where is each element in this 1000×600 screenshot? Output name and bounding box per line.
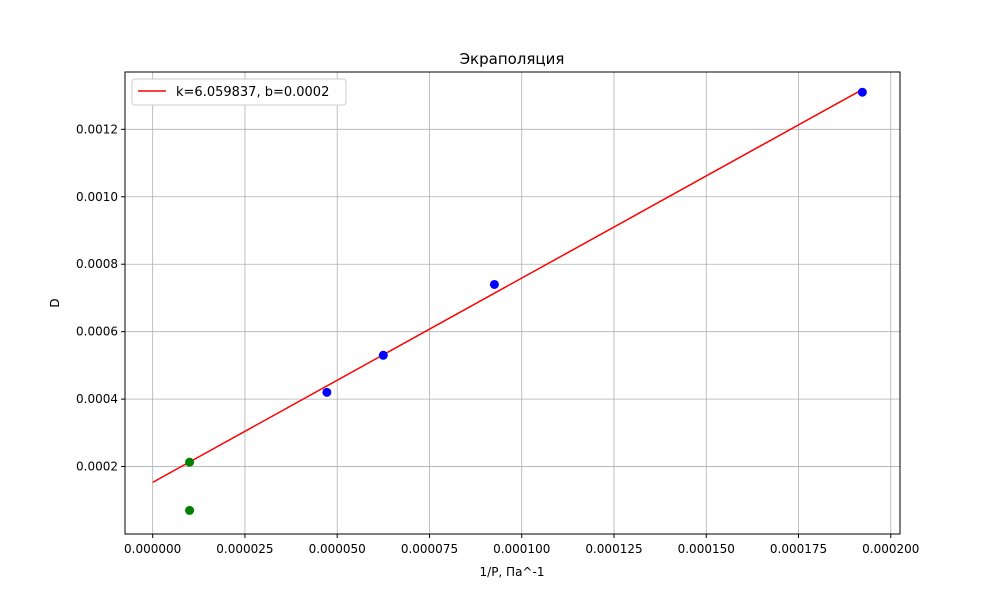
chart-title: Экраполяция	[460, 50, 565, 68]
y-axis-label: D	[48, 298, 62, 307]
x-tick-label: 0.000050	[309, 542, 366, 556]
legend-box	[131, 78, 347, 106]
y-tick-label: 0.0008	[76, 257, 118, 271]
series-layer	[152, 87, 867, 515]
x-tick-label: 0.000125	[585, 542, 642, 556]
y-tick-label: 0.0002	[76, 460, 118, 474]
x-tick-label: 0.000175	[770, 542, 827, 556]
x-axis-label: 1/P, Па^-1	[480, 565, 545, 579]
plot-area-frame	[124, 71, 901, 535]
x-tick-label: 0.000100	[493, 542, 550, 556]
data-point	[378, 350, 388, 360]
data-point	[322, 387, 332, 397]
x-tick-label: 0.000025	[216, 542, 273, 556]
grid	[125, 72, 900, 534]
data-point	[489, 279, 499, 289]
legend-label: k=6.059837, b=0.0002	[176, 85, 329, 100]
data-point	[185, 457, 195, 467]
y-tick-label: 0.0012	[76, 122, 118, 136]
y-axis-ticks: 0.0002 0.0004 0.0006 0.0008 0.0010 0.0012	[76, 122, 125, 474]
fit-line	[152, 88, 863, 484]
y-tick-label: 0.0004	[76, 392, 118, 406]
data-point	[857, 87, 867, 97]
y-tick-label: 0.0010	[76, 190, 118, 204]
x-tick-label: 0.000200	[862, 542, 919, 556]
y-tick-label: 0.0006	[76, 325, 118, 339]
x-tick-label: 0.000000	[124, 542, 181, 556]
legend: k=6.059837, b=0.0002	[131, 78, 347, 106]
x-axis-ticks: 0.000000 0.000025 0.000050 0.000075 0.000100…	[124, 534, 919, 556]
x-tick-label: 0.000150	[678, 542, 735, 556]
data-point	[185, 505, 195, 515]
x-tick-label: 0.000075	[401, 542, 458, 556]
